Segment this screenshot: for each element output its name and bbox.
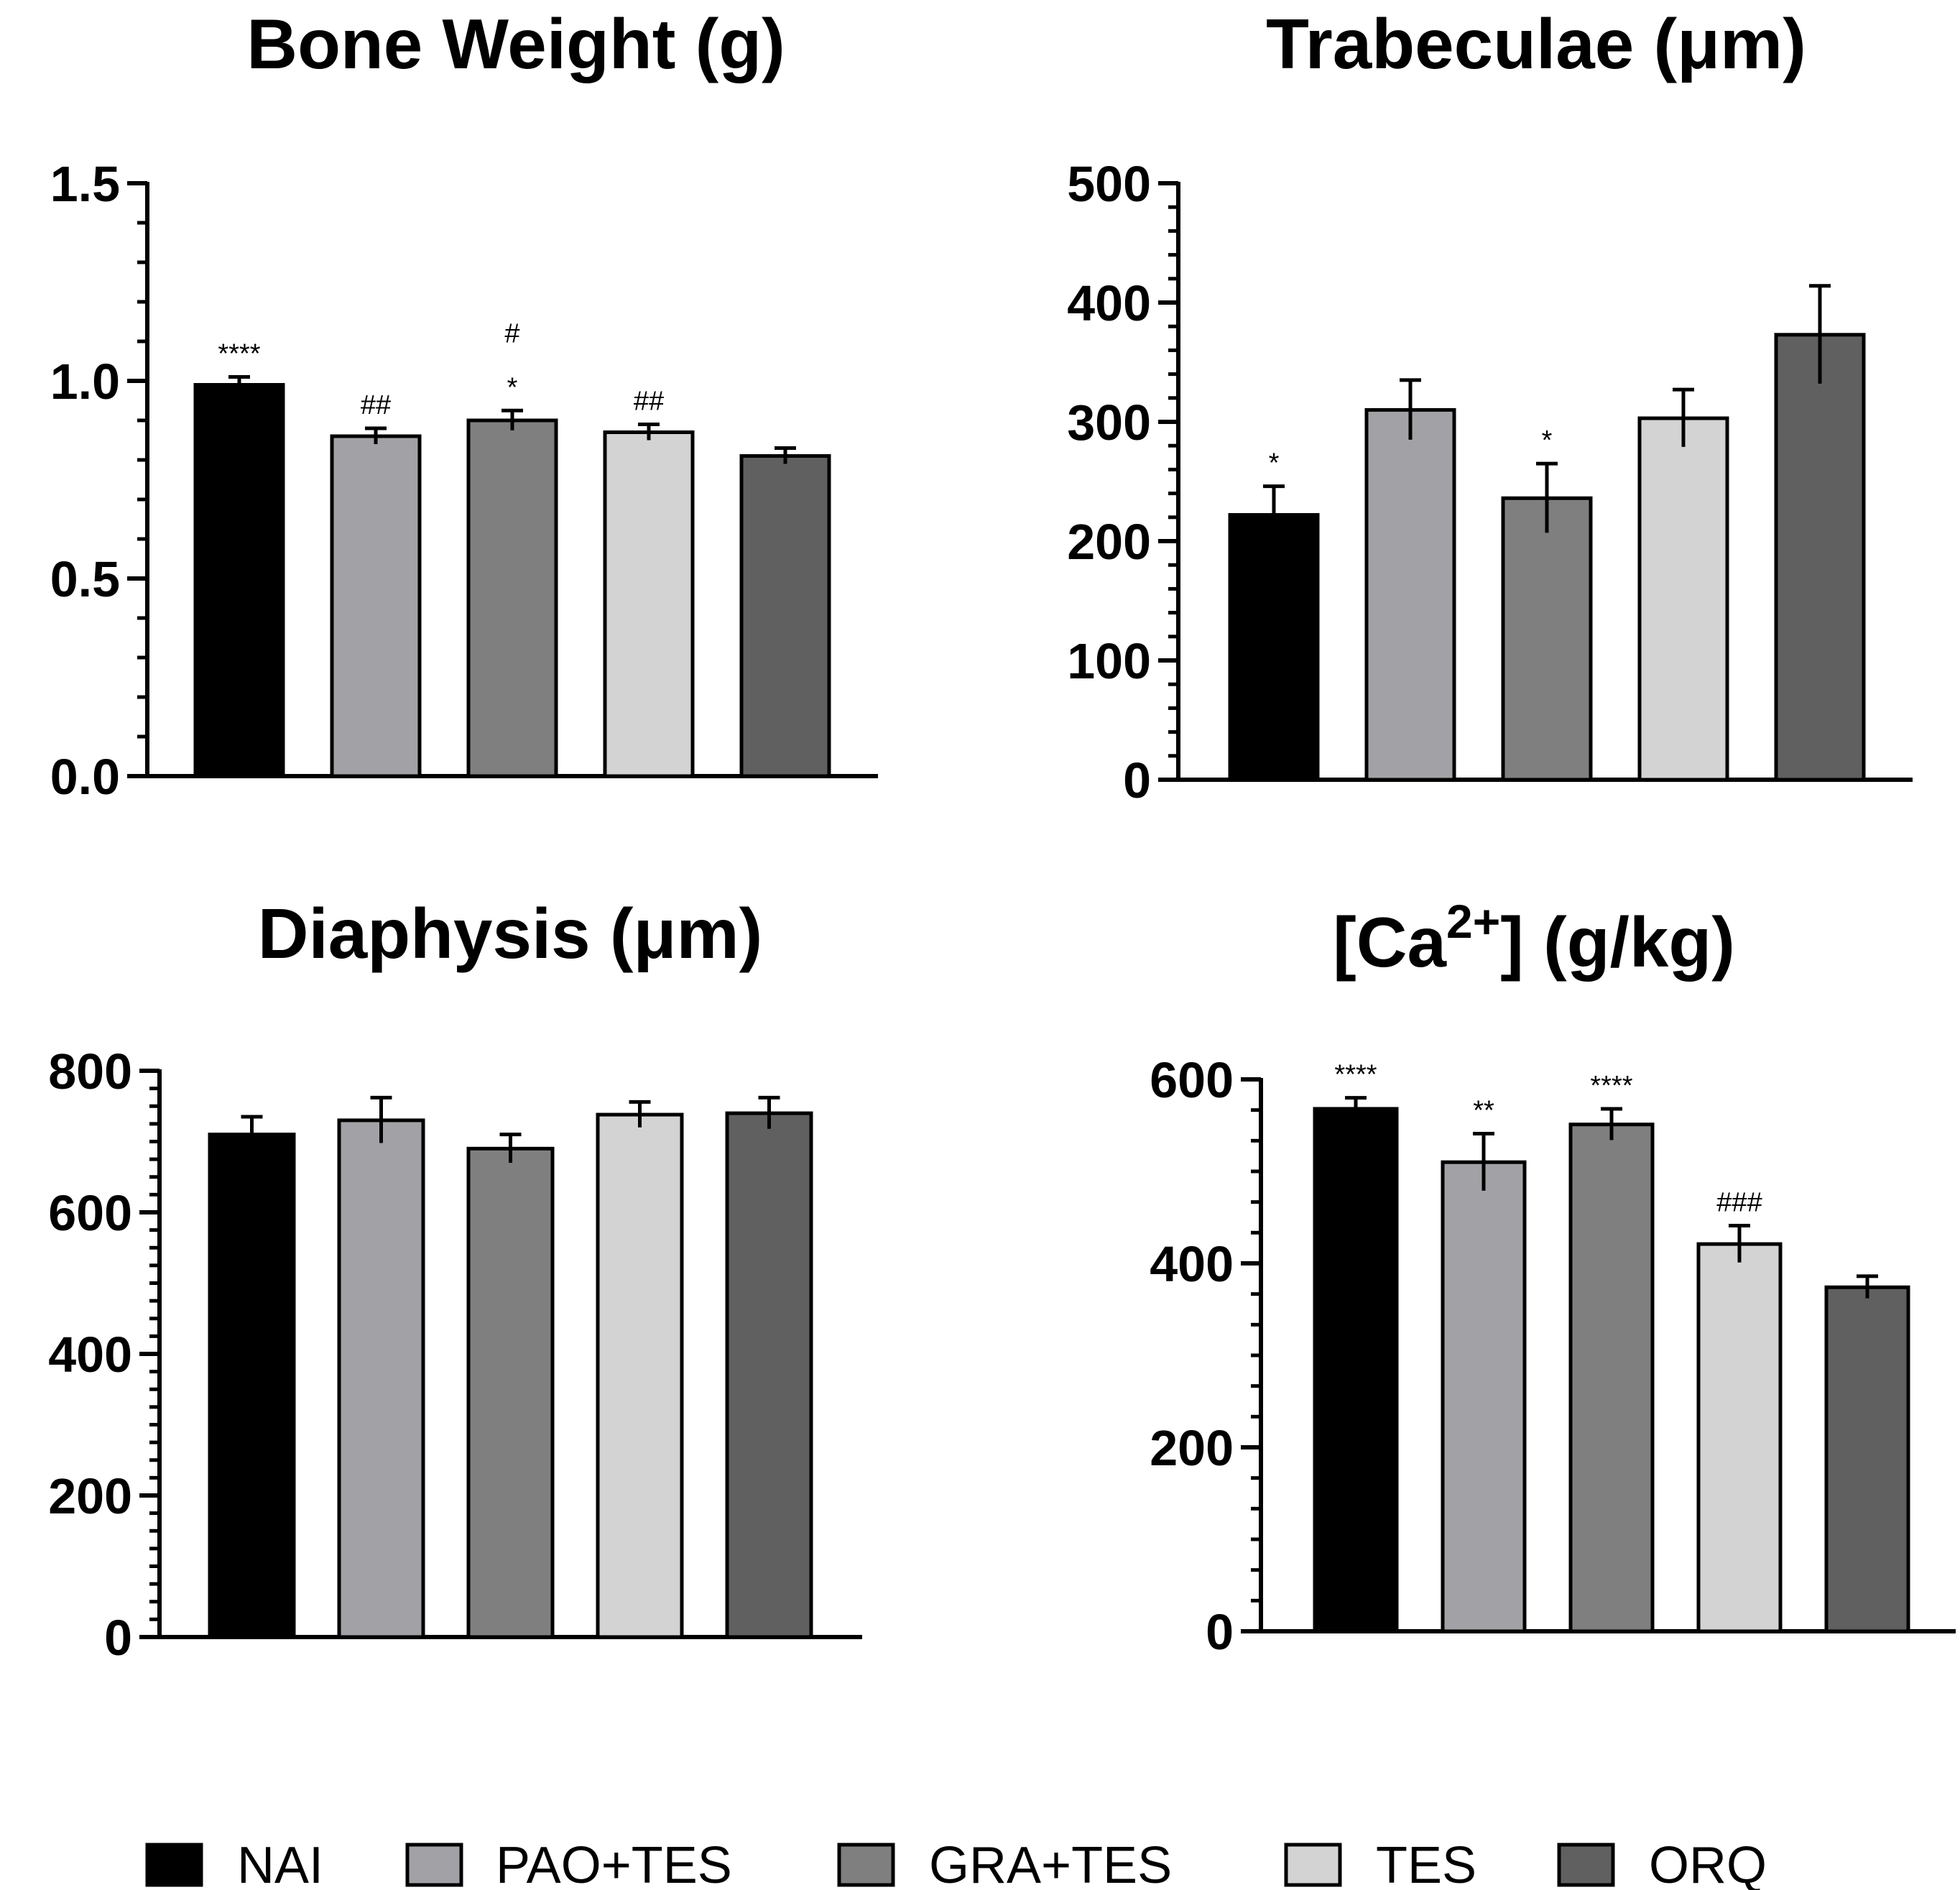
legend-label: NAI <box>237 1837 323 1890</box>
chart-title: [Ca2+] (g/kg) <box>1333 895 1735 982</box>
legend-item-orq: ORQ <box>1557 1837 1767 1890</box>
y-tick-label: 200 <box>1150 1420 1234 1476</box>
bar-nai <box>1228 512 1320 782</box>
chart-title-rest: ] (g/kg) <box>1500 903 1735 982</box>
bar-orq <box>1774 333 1866 782</box>
significance-label: ### <box>1716 1188 1762 1218</box>
bar-orq <box>725 1111 813 1639</box>
legend-swatch <box>1557 1843 1615 1887</box>
bar-nai <box>208 1133 296 1639</box>
significance-label: **** <box>1590 1071 1632 1101</box>
chart-trabeculae: Trabeculae (μm) 0 100 200 300 400 500 * * <box>1067 4 1913 808</box>
bar-nai <box>1313 1107 1399 1633</box>
legend-item-pao-tes: PAO+TES <box>405 1837 732 1890</box>
y-tick-label: 300 <box>1067 395 1151 451</box>
legend-item-tes: TES <box>1284 1837 1476 1890</box>
bar-tes <box>596 1112 684 1639</box>
y-tick-label: 200 <box>1067 514 1151 570</box>
y-tick-label: 0 <box>104 1610 132 1666</box>
significance-label: ** <box>1473 1096 1494 1126</box>
bar-tes <box>1637 416 1729 782</box>
bar-nai <box>193 383 285 778</box>
significance-label: * <box>507 372 518 402</box>
bar-pao-tes <box>1364 407 1456 782</box>
y-tick-label: 0 <box>1206 1604 1234 1660</box>
y-tick-label: 1.5 <box>50 156 120 212</box>
y-tick-label: 0 <box>1123 752 1151 808</box>
y-tick-label: 400 <box>1067 275 1151 331</box>
y-tick-label: 500 <box>1067 156 1151 212</box>
chart-bone-weight: Bone Weight (g) 0.00.51.01.5 ****##*### <box>50 4 878 805</box>
y-tick-label: 400 <box>1150 1236 1234 1292</box>
chart-title: Bone Weight (g) <box>246 4 785 83</box>
legend: NAI PAO+TES GRA+TES TES ORQ <box>145 1837 1767 1890</box>
bar-gra-tes <box>466 1146 555 1639</box>
y-tick-label: 600 <box>1150 1052 1234 1108</box>
legend-label: ORQ <box>1649 1837 1767 1890</box>
legend-label: GRA+TES <box>929 1837 1172 1890</box>
y-tick-label: 600 <box>48 1185 132 1241</box>
chart-diaphysis: Diaphysis (μm) 0 200 400 600 800 <box>48 894 862 1666</box>
legend-item-nai: NAI <box>145 1837 323 1890</box>
y-tick-label: 400 <box>48 1327 132 1383</box>
legend-swatch <box>405 1843 463 1887</box>
y-tick-label: 200 <box>48 1468 132 1524</box>
significance-label: # <box>504 318 519 349</box>
y-tick-label: 0.5 <box>50 551 120 607</box>
y-tick-label: 800 <box>48 1043 132 1100</box>
legend-swatch <box>145 1843 203 1887</box>
chart-title-superscript: 2+ <box>1446 895 1500 948</box>
bar-gra-tes <box>466 418 558 778</box>
bar-pao-tes <box>337 1118 425 1639</box>
chart-title: Diaphysis (μm) <box>258 894 763 973</box>
significance-label: * <box>1542 425 1553 456</box>
bar-pao-tes <box>1441 1160 1527 1633</box>
y-tick-label: 1.0 <box>50 354 120 410</box>
legend-swatch <box>837 1843 895 1887</box>
legend-item-gra-tes: GRA+TES <box>837 1837 1172 1890</box>
chart-title-main: [Ca <box>1333 903 1447 982</box>
bar-gra-tes <box>1568 1123 1655 1633</box>
significance-label: * <box>1269 448 1280 479</box>
y-tick-label: 100 <box>1067 633 1151 689</box>
bar-tes <box>603 430 695 778</box>
chart-title: Trabeculae (μm) <box>1266 4 1806 83</box>
bar-orq <box>739 454 831 778</box>
legend-label: TES <box>1376 1837 1476 1890</box>
bar-pao-tes <box>330 434 422 778</box>
significance-label: **** <box>218 339 260 369</box>
significance-label: ## <box>361 390 391 420</box>
legend-label: PAO+TES <box>496 1837 732 1890</box>
y-tick-label: 0.0 <box>50 749 120 805</box>
bar-tes <box>1696 1242 1783 1633</box>
significance-label: **** <box>1334 1060 1377 1090</box>
bar-orq <box>1824 1285 1910 1633</box>
bar-gra-tes <box>1501 496 1593 782</box>
significance-label: ## <box>634 387 664 417</box>
legend-swatch <box>1284 1843 1342 1887</box>
